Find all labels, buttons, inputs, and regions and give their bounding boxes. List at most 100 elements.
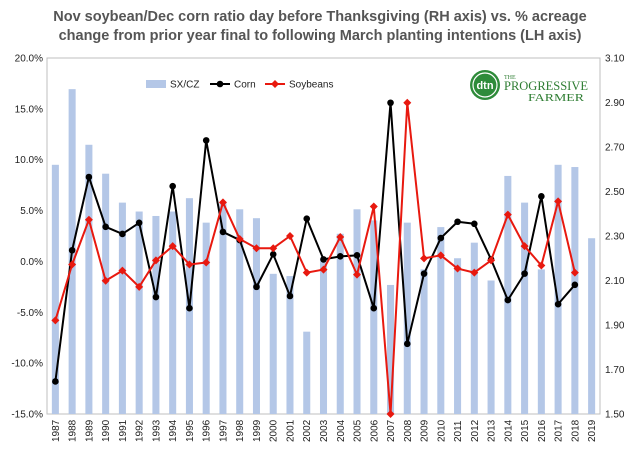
- marker-soybeans: [269, 244, 278, 253]
- marker-corn: [152, 293, 160, 301]
- left-axis-tick-label: -15.0%: [11, 410, 43, 421]
- right-axis-tick-label: 1.70: [605, 365, 625, 376]
- marker-corn: [554, 300, 562, 308]
- logo-brand-prefix: THE: [504, 75, 516, 81]
- bar-sxcz: [370, 220, 378, 414]
- marker-soybeans: [470, 268, 479, 277]
- marker-corn: [169, 182, 176, 190]
- bar-sxcz: [588, 238, 596, 414]
- right-axis-tick-label: 1.50: [605, 410, 625, 421]
- marker-soybeans: [520, 242, 529, 251]
- marker-soybeans: [135, 282, 144, 291]
- bar-sxcz: [319, 258, 328, 414]
- bar-sxcz: [286, 276, 294, 414]
- x-axis-tick-label: 1998: [235, 419, 246, 442]
- legend-marker-soybeans: [271, 80, 279, 88]
- marker-soybeans: [336, 233, 345, 242]
- marker-corn: [437, 234, 445, 242]
- chart-title: Nov soybean/Dec corn ratio day before Th…: [0, 8, 640, 46]
- marker-soybeans: [554, 197, 563, 206]
- marker-corn: [471, 220, 478, 228]
- bar-sxcz: [353, 209, 361, 414]
- bar-sxcz: [152, 215, 160, 414]
- marker-corn: [303, 215, 311, 223]
- right-axis-tick-label: 2.50: [605, 187, 625, 198]
- x-axis-tick-label: 2008: [403, 419, 414, 442]
- marker-soybeans: [151, 256, 160, 265]
- marker-corn: [454, 218, 461, 226]
- chart-title-line-2: change from prior year final to followin…: [58, 28, 582, 44]
- x-axis-tick-label: 1993: [151, 419, 162, 442]
- bar-sxcz: [437, 227, 445, 414]
- x-axis-tick-label: 2006: [369, 419, 380, 442]
- x-axis-tick-label: 1989: [84, 419, 95, 442]
- left-axis-tick-label: -10.0%: [11, 359, 43, 370]
- x-axis-tick-label: 1987: [51, 419, 62, 442]
- marker-corn: [571, 281, 579, 289]
- left-axis-tick-label: -5.0%: [17, 308, 43, 319]
- legend-marker-corn: [216, 80, 224, 88]
- line-soybeans: [54, 101, 576, 415]
- marker-soybeans: [84, 215, 93, 224]
- x-axis-tick-label: 2017: [554, 419, 565, 442]
- legend-label-soybeans: Soybeans: [289, 80, 333, 91]
- marker-corn: [420, 270, 428, 277]
- marker-corn: [186, 304, 193, 312]
- bar-sxcz: [403, 222, 411, 414]
- x-axis-tick-label: 2012: [470, 419, 481, 442]
- chart-title-line-1: Nov soybean/Dec corn ratio day before Th…: [53, 9, 587, 25]
- x-axis-tick-label: 2015: [520, 419, 531, 442]
- bar-sxcz: [169, 211, 177, 414]
- bar-sxcz: [571, 167, 579, 414]
- logo-badge-circle: [470, 70, 500, 100]
- x-axis-tick-label: 2001: [285, 419, 296, 442]
- marker-corn: [253, 283, 260, 291]
- x-axis-tick-label: 2002: [302, 419, 313, 442]
- marker-soybeans: [436, 251, 445, 260]
- left-axis-tick-label: 0.0%: [20, 257, 43, 268]
- x-axis-tick-label: 1991: [118, 419, 129, 442]
- x-axis-tick-label: 2014: [503, 419, 514, 442]
- bar-sxcz: [118, 202, 126, 414]
- right-axis-tick-label: 1.90: [605, 321, 625, 332]
- x-axis-tick-label: 1999: [252, 419, 263, 442]
- left-axis-tick-label: 20.0%: [15, 54, 43, 65]
- left-axis-tick-label: 15.0%: [15, 104, 43, 115]
- bar-sxcz: [537, 269, 545, 414]
- x-axis-tick-label: 1995: [185, 419, 196, 442]
- bar-sxcz: [336, 233, 344, 414]
- x-axis-tick-label: 2013: [487, 419, 498, 442]
- marker-soybeans: [51, 316, 60, 325]
- marker-corn: [52, 378, 59, 385]
- marker-soybeans: [118, 266, 127, 275]
- marker-soybeans: [302, 268, 311, 277]
- x-axis-tick-label: 2005: [353, 419, 364, 442]
- marker-soybeans: [453, 264, 462, 273]
- bar-sxcz: [303, 331, 311, 414]
- bar-sxcz: [102, 173, 110, 414]
- x-axis-tick-label: 2000: [269, 419, 280, 442]
- marker-corn: [202, 137, 210, 144]
- x-axis-tick-label: 2018: [570, 419, 581, 442]
- bar-sxcz: [554, 164, 562, 414]
- bar-sxcz: [269, 273, 277, 414]
- marker-soybeans: [285, 232, 294, 240]
- right-axis-tick-label: 3.10: [605, 54, 625, 65]
- left-axis-tick-label: 10.0%: [15, 155, 43, 166]
- x-axis-tick-label: 1992: [135, 419, 146, 442]
- marker-corn: [102, 223, 109, 231]
- x-axis-tick-label: 1996: [202, 419, 213, 442]
- marker-soybeans: [403, 98, 412, 107]
- legend-label-sxcz: SX/CZ: [170, 80, 199, 91]
- marker-corn: [85, 173, 93, 181]
- x-axis-tick-label: 1988: [68, 419, 79, 442]
- marker-corn: [269, 251, 277, 258]
- marker-corn: [387, 99, 394, 107]
- x-axis-tick-label: 2003: [319, 419, 330, 442]
- bar-sxcz: [202, 222, 210, 414]
- marker-soybeans: [235, 235, 244, 244]
- logo-brand-line-2: FARMER: [528, 92, 585, 104]
- bar-sxcz: [487, 280, 495, 414]
- x-axis-tick-label: 2007: [386, 419, 397, 442]
- marker-corn: [286, 292, 294, 300]
